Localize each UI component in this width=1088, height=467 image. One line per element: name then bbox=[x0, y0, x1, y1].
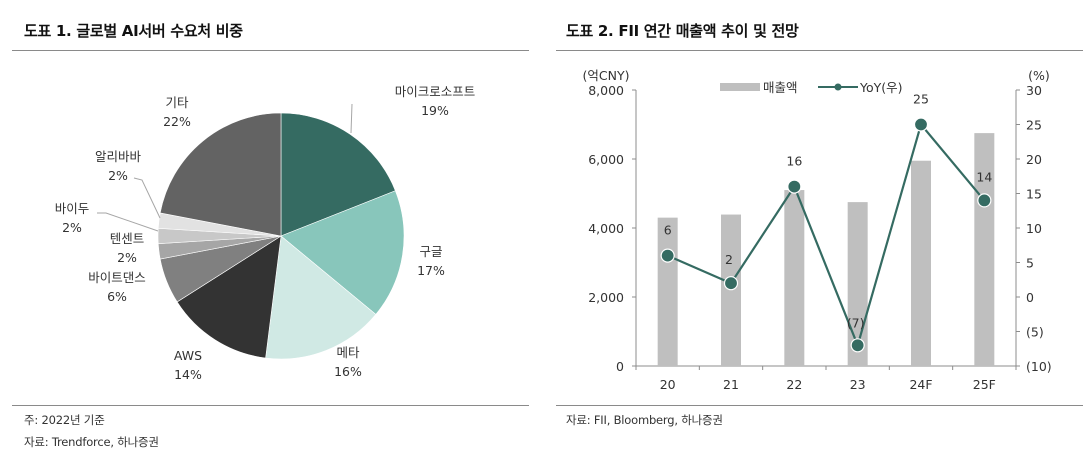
yoy-marker bbox=[723, 276, 739, 291]
pie-percent-label: 19% bbox=[421, 103, 449, 118]
pie-percent-label: 22% bbox=[163, 114, 191, 129]
pie-percent-label: 14% bbox=[174, 367, 202, 382]
yoy-data-label: (7) bbox=[847, 315, 865, 330]
right-tick-label: 30 bbox=[1026, 83, 1042, 98]
left-tick-label: 2,000 bbox=[588, 290, 624, 305]
left-tick-label: 8,000 bbox=[588, 83, 624, 98]
pie-percent-label: 6% bbox=[107, 289, 127, 304]
left-tick-label: 6,000 bbox=[588, 152, 624, 167]
x-tick-label: 21 bbox=[723, 377, 739, 392]
pie-chart: 마이크로소프트 19% 구글 17% 메타 16% AWS 14% 바이트댄스 6% 텐센트 2% 바이… bbox=[55, 84, 476, 382]
pie-category-label: 기타 bbox=[165, 95, 189, 110]
yoy-marker bbox=[977, 193, 992, 208]
title-divider bbox=[12, 50, 529, 51]
yoy-marker bbox=[787, 179, 802, 194]
leader-line bbox=[97, 212, 159, 232]
footer-divider bbox=[12, 405, 529, 406]
pie-slice bbox=[265, 235, 377, 360]
title-divider bbox=[556, 50, 1083, 51]
pie-slice bbox=[176, 235, 282, 359]
right-tick-label: 10 bbox=[1026, 221, 1042, 236]
pie-percent-label: 2% bbox=[62, 220, 82, 235]
right-tick-label: 25 bbox=[1026, 118, 1042, 133]
right-axis-unit: (%) bbox=[1028, 68, 1050, 83]
legend-bar-swatch bbox=[720, 83, 760, 91]
pie-chart-title: 도표 1. 글로벌 AI서버 수요처 비중 bbox=[24, 22, 243, 40]
pie-category-label: 메타 bbox=[336, 345, 360, 360]
revenue-bar bbox=[784, 190, 805, 366]
yoy-marker bbox=[660, 248, 675, 263]
right-tick-label: 20 bbox=[1026, 152, 1042, 167]
pie-category-label: 알리바바 bbox=[95, 149, 142, 164]
pie-note: 주: 2022년 기준 bbox=[24, 413, 105, 427]
yoy-data-label: 16 bbox=[786, 154, 802, 169]
left-axis-unit: (억CNY) bbox=[583, 68, 630, 83]
yoy-marker bbox=[913, 117, 929, 132]
yoy-data-label: 6 bbox=[664, 223, 672, 238]
pie-category-label: 마이크로소프트 bbox=[395, 84, 476, 99]
leader-line bbox=[133, 177, 161, 219]
pie-slice bbox=[280, 190, 405, 315]
yoy-marker bbox=[850, 338, 865, 353]
x-tick-label: 22 bbox=[786, 377, 802, 392]
legend-line-label: YoY(우) bbox=[859, 80, 903, 95]
right-tick-label: 15 bbox=[1026, 187, 1042, 202]
bar-chart-title: 도표 2. FII 연간 매출액 추이 및 전망 bbox=[566, 22, 799, 40]
revenue-bar bbox=[657, 217, 678, 366]
yoy-data-label: 2 bbox=[725, 252, 733, 267]
right-tick-label: 0 bbox=[1026, 290, 1034, 305]
legend-line-marker bbox=[834, 83, 842, 91]
yoy-data-label: 14 bbox=[976, 169, 992, 184]
pie-chart-panel: 도표 1. 글로벌 AI서버 수요처 비중 마이크로소프트 19% 구글 17% 메타 1… bbox=[0, 0, 540, 467]
right-tick-label: 5 bbox=[1026, 256, 1034, 271]
bar-chart-source: 자료: FII, Bloomberg, 하나증권 bbox=[566, 413, 723, 427]
pie-category-label: 구글 bbox=[419, 244, 442, 259]
bar-line-chart-panel: 도표 2. FII 연간 매출액 추이 및 전망 (억CNY) (%) 0 2,000… bbox=[548, 0, 1088, 467]
pie-percent-label: 16% bbox=[334, 364, 362, 379]
x-tick-label: 25F bbox=[973, 377, 996, 392]
pie-category-label: AWS bbox=[174, 348, 202, 363]
yoy-line bbox=[667, 122, 986, 349]
pie-percent-label: 17% bbox=[417, 263, 445, 278]
left-tick-label: 0 bbox=[616, 359, 624, 374]
revenue-bar bbox=[974, 133, 995, 366]
right-tick-label: (10) bbox=[1026, 359, 1052, 374]
yoy-data-label: 25 bbox=[913, 92, 929, 107]
pie-category-label: 바이트댄스 bbox=[88, 270, 146, 285]
x-tick-label: 20 bbox=[660, 377, 676, 392]
right-tick-label: (5) bbox=[1026, 325, 1044, 340]
x-tick-label: 24F bbox=[909, 377, 932, 392]
pie-category-label: 텐센트 bbox=[110, 231, 145, 246]
legend-bar-label: 매출액 bbox=[763, 80, 798, 95]
pie-percent-label: 2% bbox=[108, 168, 128, 183]
left-tick-label: 4,000 bbox=[588, 221, 624, 236]
pie-source: 자료: Trendforce, 하나증권 bbox=[24, 435, 159, 449]
leader-line bbox=[350, 103, 353, 134]
x-tick-label: 23 bbox=[850, 377, 866, 392]
pie-category-label: 바이두 bbox=[55, 201, 90, 216]
pie-slice bbox=[159, 112, 282, 237]
footer-divider bbox=[556, 405, 1083, 406]
pie-percent-label: 2% bbox=[117, 250, 137, 265]
revenue-bar bbox=[911, 160, 931, 366]
pie-slice bbox=[280, 112, 396, 237]
combo-chart: (억CNY) (%) 0 2,000 4,000 6,000 8,000 (10) (5) 0 5 1… bbox=[583, 68, 1052, 392]
